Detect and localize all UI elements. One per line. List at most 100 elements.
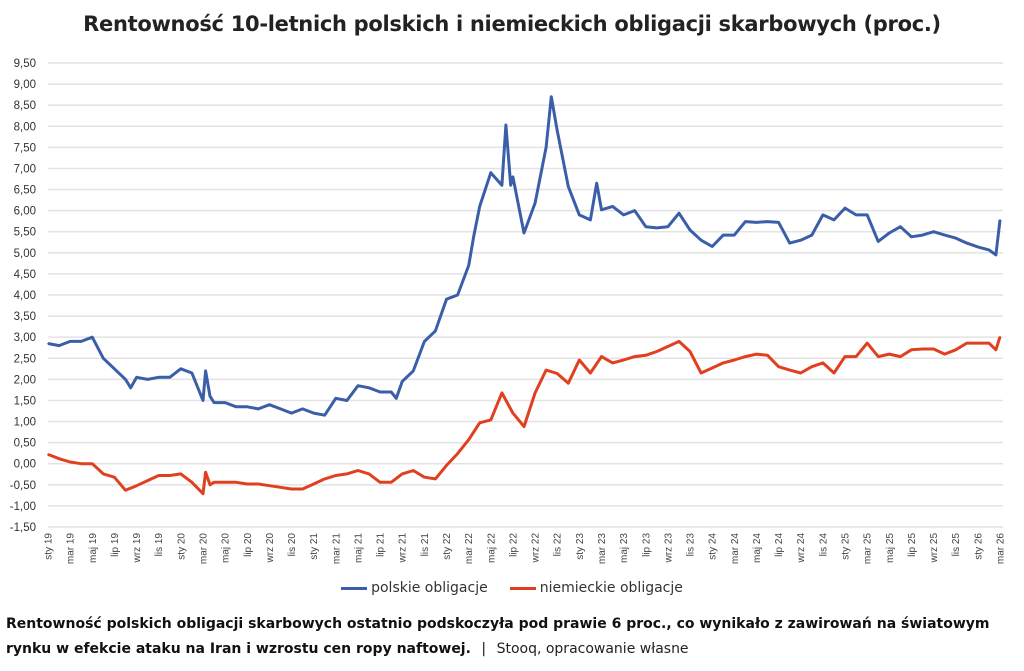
y-tick-label: 5,00 (14, 248, 36, 260)
data-point (346, 473, 348, 475)
y-tick-label: 6,00 (14, 206, 36, 218)
series-line-german (47, 336, 1002, 496)
caption: Rentowność polskich obligacji skarbowych… (6, 612, 1011, 662)
data-point (505, 124, 507, 126)
data-point (744, 355, 747, 358)
data-point (357, 384, 359, 387)
data-point (755, 353, 758, 355)
data-point (534, 202, 536, 204)
y-tick-label: 6,50 (14, 185, 36, 197)
data-point (899, 355, 902, 358)
data-point (644, 225, 647, 228)
data-point (965, 342, 968, 344)
data-point (509, 184, 512, 187)
x-tick-label: mar 23 (597, 533, 608, 565)
data-point (368, 387, 370, 389)
data-point (722, 234, 725, 236)
caption-text: Rentowność polskich obligacji skarbowych… (6, 616, 990, 657)
data-point (877, 355, 880, 358)
data-point (213, 481, 215, 484)
x-tick-label: maj 24 (752, 533, 763, 563)
data-point (47, 453, 49, 456)
data-point (235, 405, 237, 408)
data-point (678, 212, 680, 214)
data-point (523, 425, 525, 428)
data-point (910, 349, 913, 351)
y-tick-label: 3,50 (14, 311, 36, 323)
x-tick-label: lip 25 (907, 533, 918, 557)
data-point (954, 349, 957, 351)
data-point (550, 95, 553, 98)
data-point (711, 367, 713, 369)
data-point (80, 462, 83, 465)
data-point (209, 484, 211, 486)
data-point (423, 476, 426, 479)
data-point (822, 214, 824, 216)
y-tick-label: 9,50 (14, 58, 36, 70)
data-point (501, 392, 503, 394)
chart-title: Rentowność 10-letnich polskich i niemiec… (83, 12, 941, 36)
data-point (988, 342, 990, 344)
data-point (512, 412, 514, 414)
x-tick-label: mar 22 (464, 533, 475, 565)
data-point (113, 368, 116, 370)
x-tick-label: lis 23 (686, 533, 697, 557)
data-point (209, 395, 211, 398)
data-point (113, 476, 116, 479)
data-point (595, 182, 598, 185)
data-point (257, 483, 260, 485)
data-point (977, 246, 979, 248)
y-tick-label: -1,50 (10, 522, 36, 534)
data-point (323, 478, 326, 480)
data-point (180, 368, 182, 370)
data-point (700, 239, 702, 241)
legend: polskie obligacje niemieckie obligacje (0, 580, 1024, 596)
x-tick-label: sty 22 (442, 533, 453, 560)
x-tick-label: lip 21 (376, 533, 387, 557)
data-point (312, 412, 315, 414)
data-point (279, 486, 282, 489)
data-point (622, 214, 625, 216)
data-point (268, 484, 271, 487)
data-point (656, 227, 658, 229)
x-tick-label: sty 20 (176, 533, 187, 560)
data-point (246, 405, 249, 408)
x-tick-label: lip 19 (110, 533, 121, 557)
data-point (799, 372, 802, 374)
data-point (755, 221, 758, 224)
data-point (224, 401, 226, 404)
data-point (943, 353, 946, 355)
data-point (833, 372, 835, 374)
x-tick-label: mar 20 (198, 533, 209, 565)
data-point (191, 372, 193, 374)
x-tick-label: lip 20 (243, 533, 254, 557)
x-tick-label: mar 25 (863, 533, 874, 565)
data-point (766, 354, 769, 357)
data-point (202, 492, 204, 495)
data-point (545, 146, 547, 149)
data-point (213, 401, 215, 404)
x-tick-label: wrz 21 (398, 533, 409, 564)
data-point (58, 457, 60, 460)
data-point (379, 391, 381, 393)
x-tick-label: lis 22 (553, 533, 564, 557)
data-point (423, 340, 426, 343)
data-point (47, 342, 49, 345)
data-point (888, 232, 891, 234)
line-chart: 9,50 9,00 8,50 8,00 7,50 7,00 6,50 6,00 5,50 5,00… (10, 58, 1007, 565)
data-point (91, 336, 94, 338)
legend-item-polish: polskie obligacje (341, 580, 488, 596)
y-tick-label: 8,50 (14, 100, 36, 112)
data-point (235, 481, 237, 484)
x-tick-label: lis 19 (154, 533, 165, 557)
x-tick-label: sty 19 (44, 533, 55, 560)
data-point (456, 294, 459, 296)
data-point (545, 369, 547, 371)
data-point (401, 473, 404, 475)
x-tick-label: wrz 20 (265, 533, 276, 564)
data-point (301, 408, 304, 410)
data-point (489, 171, 492, 174)
data-point (921, 348, 924, 350)
data-point (489, 419, 492, 421)
data-point (977, 342, 979, 344)
